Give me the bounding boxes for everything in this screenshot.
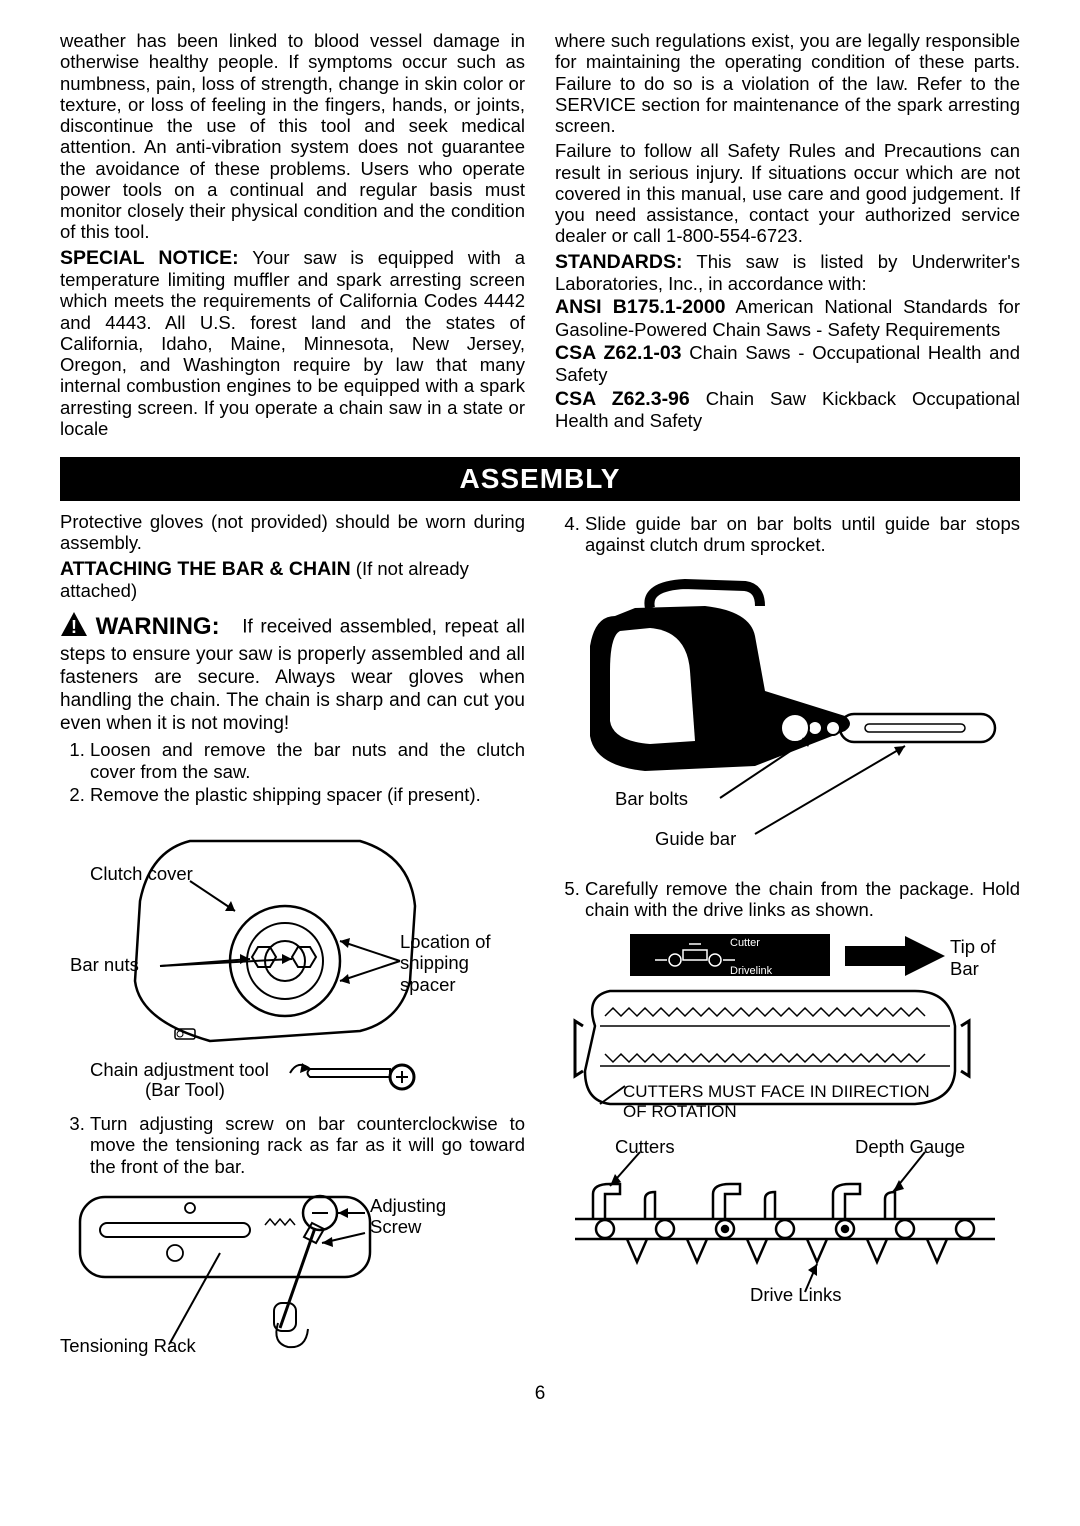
label-location: Location of shipping spacer: [400, 931, 510, 995]
top-left-col: weather has been linked to blood vessel …: [60, 30, 525, 443]
label-cutters-face: CUTTERS MUST FACE IN DIIRECTION OF ROTAT…: [623, 1082, 943, 1121]
label-tensioning-rack: Tensioning Rack: [60, 1335, 196, 1356]
page-number: 6: [60, 1383, 1020, 1405]
label-chain-tool: Chain adjustment tool: [90, 1059, 269, 1080]
top-right-csa2: CSA Z62.3-96 Chain Saw Kickback Occupati…: [555, 388, 1020, 432]
drivelink-small-label: Drivelink: [730, 965, 773, 977]
csa2-label: CSA Z62.3-96: [555, 388, 690, 410]
special-notice-label: SPECIAL NOTICE:: [60, 247, 239, 269]
label-depth-gauge: Depth Gauge: [855, 1136, 965, 1157]
top-left-para1: weather has been linked to blood vessel …: [60, 30, 525, 243]
top-right-para2: Failure to follow all Safety Rules and P…: [555, 140, 1020, 246]
page: weather has been linked to blood vessel …: [0, 0, 1080, 1465]
label-adjusting-screw: Adjusting Screw: [370, 1195, 470, 1238]
figure-adjusting-screw: Adjusting Screw Tensioning Rack: [60, 1183, 525, 1363]
label-drive-links: Drive Links: [750, 1284, 842, 1305]
attaching-heading: ATTACHING THE BAR & CHAIN (If not alread…: [60, 558, 525, 602]
assembly-intro: Protective gloves (not provided) should …: [60, 511, 525, 554]
top-right-standards: STANDARDS: This saw is listed by Underwr…: [555, 251, 1020, 295]
top-left-special: SPECIAL NOTICE: Your saw is equipped wit…: [60, 247, 525, 440]
standards-label: STANDARDS:: [555, 251, 682, 273]
warning-word: WARNING:: [96, 613, 220, 640]
ansi-label: ANSI B175.1-2000: [555, 296, 726, 318]
section-bar-assembly: ASSEMBLY: [60, 457, 1020, 501]
step-3: Turn adjusting screw on bar counterclock…: [90, 1113, 525, 1177]
top-right-col: where such regulations exist, you are le…: [555, 30, 1020, 443]
cutter-small-label: Cutter: [730, 937, 760, 949]
label-bar-nuts: Bar nuts: [70, 954, 139, 975]
top-columns: weather has been linked to blood vessel …: [60, 30, 1020, 443]
label-clutch-cover: Clutch cover: [90, 863, 193, 884]
figure-chain-segment: Cutters Depth Gauge Drive Links: [555, 1134, 1020, 1304]
label-tip-of-bar: Tip of Bar: [950, 936, 1010, 979]
csa1-label: CSA Z62.1-03: [555, 342, 682, 364]
assembly-right-col: Slide guide bar on bar bolts until guide…: [555, 511, 1020, 1363]
steps-5: Carefully remove the chain from the pack…: [555, 878, 1020, 921]
attaching-label: ATTACHING THE BAR & CHAIN: [60, 558, 351, 580]
top-right-para1: where such regulations exist, you are le…: [555, 30, 1020, 136]
label-bar-bolts: Bar bolts: [615, 788, 688, 809]
assembly-columns: Protective gloves (not provided) should …: [60, 511, 1020, 1363]
chain-segment-svg: [555, 1134, 1015, 1304]
assembly-left-col: Protective gloves (not provided) should …: [60, 511, 525, 1363]
step-5: Carefully remove the chain from the pack…: [585, 878, 1020, 921]
label-bar-tool: (Bar Tool): [145, 1079, 225, 1100]
top-right-csa1: CSA Z62.1-03 Chain Saws - Occupational H…: [555, 342, 1020, 386]
steps-4: Slide guide bar on bar bolts until guide…: [555, 513, 1020, 556]
special-notice-body: Your saw is equipped with a temperature …: [60, 247, 525, 439]
warning-block: ! WARNING: If received assembled, repeat…: [60, 611, 525, 735]
svg-text:!: !: [71, 617, 77, 637]
label-guide-bar: Guide bar: [655, 828, 736, 849]
step-4: Slide guide bar on bar bolts until guide…: [585, 513, 1020, 556]
steps-1-2: Loosen and remove the bar nuts and the c…: [60, 739, 525, 805]
warning-icon: !: [60, 611, 88, 644]
step-2: Remove the plastic shipping spacer (if p…: [90, 784, 525, 805]
figure-chain-loop: Cutter Drivelink: [555, 926, 1020, 1126]
step-1: Loosen and remove the bar nuts and the c…: [90, 739, 525, 782]
top-right-ansi: ANSI B175.1-2000 American National Stand…: [555, 296, 1020, 340]
steps-3: Turn adjusting screw on bar counterclock…: [60, 1113, 525, 1177]
label-cutters: Cutters: [615, 1136, 675, 1157]
saw-svg: [555, 576, 1015, 876]
figure-saw: Bar bolts Guide bar: [555, 576, 1020, 876]
figure-clutch-cover: Clutch cover Bar nuts Location of shippi…: [60, 811, 525, 1111]
